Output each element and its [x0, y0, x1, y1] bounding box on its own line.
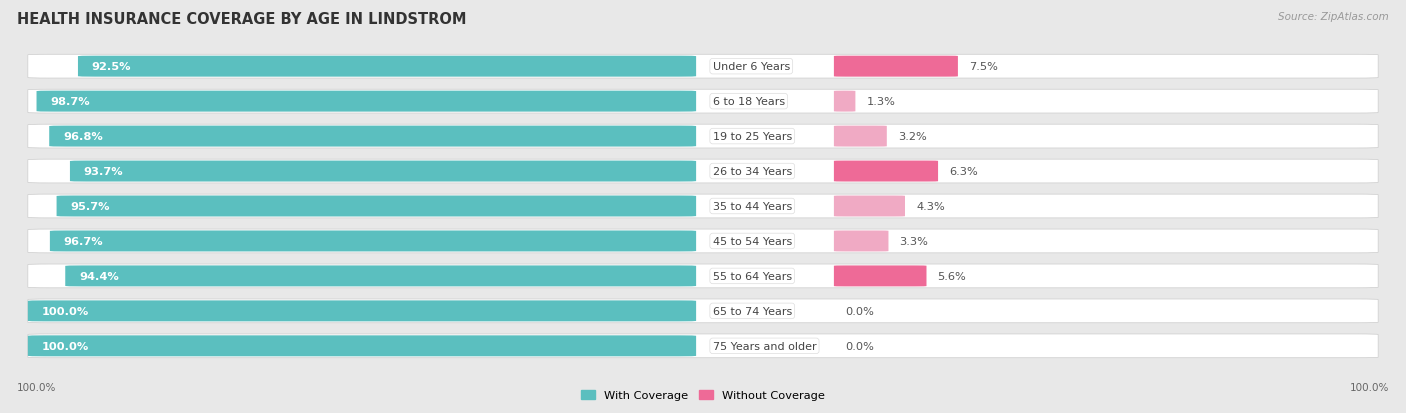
FancyBboxPatch shape [28, 264, 1378, 288]
Text: 6 to 18 Years: 6 to 18 Years [713, 97, 785, 107]
FancyBboxPatch shape [28, 125, 1378, 149]
Text: 0.0%: 0.0% [845, 306, 873, 316]
Text: 35 to 44 Years: 35 to 44 Years [713, 202, 792, 211]
FancyBboxPatch shape [37, 91, 696, 112]
Text: Source: ZipAtlas.com: Source: ZipAtlas.com [1278, 12, 1389, 22]
FancyBboxPatch shape [28, 334, 1378, 358]
Text: 100.0%: 100.0% [1350, 382, 1389, 392]
Text: 96.8%: 96.8% [63, 132, 103, 142]
Text: 0.0%: 0.0% [845, 341, 873, 351]
FancyBboxPatch shape [834, 231, 889, 252]
Text: 3.2%: 3.2% [898, 132, 927, 142]
Text: 95.7%: 95.7% [70, 202, 110, 211]
Text: 75 Years and older: 75 Years and older [713, 341, 817, 351]
FancyBboxPatch shape [28, 195, 1378, 218]
FancyBboxPatch shape [834, 266, 927, 287]
Text: 96.7%: 96.7% [63, 236, 103, 247]
Text: 98.7%: 98.7% [51, 97, 90, 107]
FancyBboxPatch shape [28, 301, 696, 322]
Text: 5.6%: 5.6% [938, 271, 966, 281]
FancyBboxPatch shape [28, 160, 1378, 183]
Text: 3.3%: 3.3% [900, 236, 928, 247]
FancyBboxPatch shape [77, 57, 696, 78]
Text: 100.0%: 100.0% [42, 306, 89, 316]
Text: 65 to 74 Years: 65 to 74 Years [713, 306, 792, 316]
FancyBboxPatch shape [834, 161, 938, 182]
FancyBboxPatch shape [28, 90, 1378, 114]
FancyBboxPatch shape [28, 299, 1378, 323]
FancyBboxPatch shape [65, 266, 696, 287]
Text: 92.5%: 92.5% [91, 62, 131, 72]
FancyBboxPatch shape [834, 57, 957, 78]
FancyBboxPatch shape [28, 55, 1378, 79]
Text: 4.3%: 4.3% [917, 202, 945, 211]
FancyBboxPatch shape [28, 230, 1378, 253]
Legend: With Coverage, Without Coverage: With Coverage, Without Coverage [576, 385, 830, 405]
FancyBboxPatch shape [70, 161, 696, 182]
Text: 19 to 25 Years: 19 to 25 Years [713, 132, 792, 142]
Text: 93.7%: 93.7% [84, 166, 124, 177]
Text: 100.0%: 100.0% [17, 382, 56, 392]
FancyBboxPatch shape [56, 196, 696, 217]
Text: 45 to 54 Years: 45 to 54 Years [713, 236, 792, 247]
FancyBboxPatch shape [49, 126, 696, 147]
FancyBboxPatch shape [834, 126, 887, 147]
Text: 100.0%: 100.0% [42, 341, 89, 351]
FancyBboxPatch shape [834, 91, 855, 112]
Text: 55 to 64 Years: 55 to 64 Years [713, 271, 792, 281]
FancyBboxPatch shape [834, 196, 905, 217]
Text: Under 6 Years: Under 6 Years [713, 62, 790, 72]
Text: 6.3%: 6.3% [949, 166, 977, 177]
Text: HEALTH INSURANCE COVERAGE BY AGE IN LINDSTROM: HEALTH INSURANCE COVERAGE BY AGE IN LIND… [17, 12, 467, 27]
FancyBboxPatch shape [28, 335, 696, 356]
FancyBboxPatch shape [49, 231, 696, 252]
Text: 7.5%: 7.5% [969, 62, 998, 72]
Text: 1.3%: 1.3% [866, 97, 896, 107]
Text: 94.4%: 94.4% [79, 271, 118, 281]
Text: 26 to 34 Years: 26 to 34 Years [713, 166, 792, 177]
